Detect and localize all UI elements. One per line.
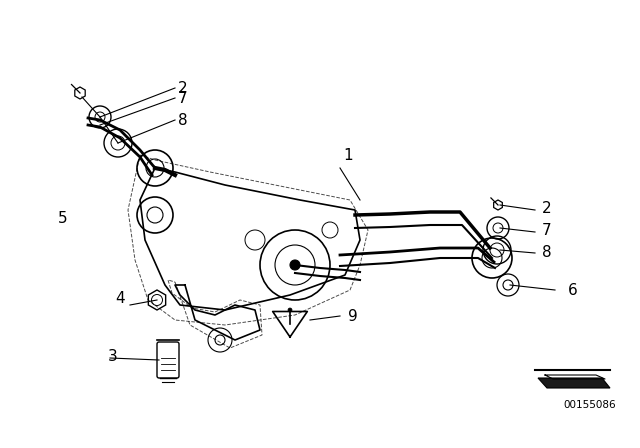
Text: 4: 4 — [115, 290, 125, 306]
Text: 7: 7 — [542, 223, 552, 237]
Text: 00155086: 00155086 — [564, 400, 616, 410]
Text: 8: 8 — [178, 112, 188, 128]
Circle shape — [290, 260, 300, 270]
Text: 2: 2 — [178, 81, 188, 95]
Text: 6: 6 — [568, 283, 578, 297]
Text: 8: 8 — [542, 245, 552, 259]
Text: 9: 9 — [348, 309, 358, 323]
Text: 1: 1 — [343, 148, 353, 163]
Circle shape — [288, 308, 292, 312]
Text: 7: 7 — [178, 90, 188, 105]
Text: 5: 5 — [58, 211, 68, 225]
Text: 3: 3 — [108, 349, 118, 363]
Polygon shape — [538, 378, 610, 388]
Text: 2: 2 — [542, 201, 552, 215]
